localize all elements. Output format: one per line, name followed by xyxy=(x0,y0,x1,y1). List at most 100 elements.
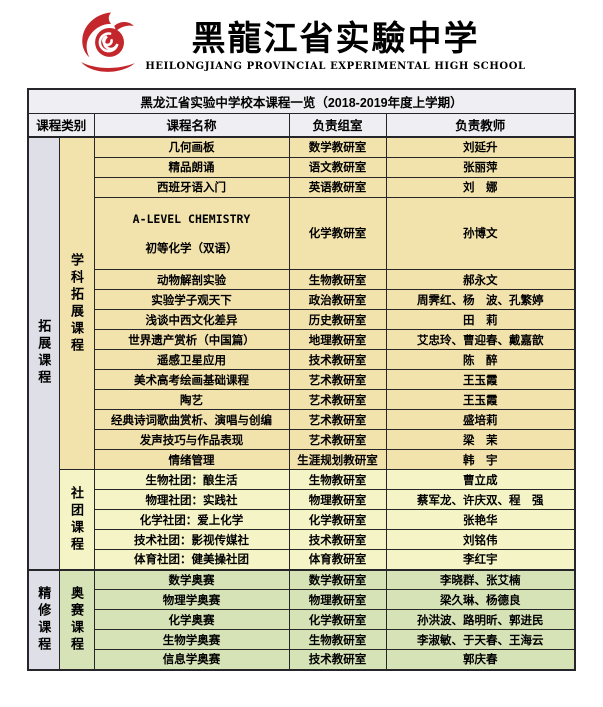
course-name-cell: 实验学子观天下 xyxy=(93,289,290,311)
course-name-cell: 遥感卫星应用 xyxy=(93,349,290,371)
table-row: 实验学子观天下 政治教研室 周霁红、杨 波、孔繁婷 xyxy=(28,289,576,311)
teachers-cell: 孙洪波、路明昕、郭进民 xyxy=(385,609,576,631)
teachers-cell: 孙博文 xyxy=(385,196,576,271)
table-row: 情绪管理 生涯规划教研室 韩 宇 xyxy=(28,449,576,471)
column-header-category: 课程类别 xyxy=(27,112,95,138)
column-header-office: 负责组室 xyxy=(288,112,387,138)
table-row: 技术社团：影视传媒社 技术教研室 刘铭伟 xyxy=(28,529,576,551)
office-cell: 化学教研室 xyxy=(288,196,387,271)
teachers-cell: 刘延升 xyxy=(385,136,576,158)
table-row: 信息学奥赛 技术教研室 郭庆春 xyxy=(28,649,576,671)
teachers-cell: 李淑敏、于天春、王海云 xyxy=(385,629,576,651)
table-row: 西班牙语入门 英语教研室 刘 娜 xyxy=(28,176,576,198)
table-row: 动物解剖实验 生物教研室 郝永文 xyxy=(28,269,576,291)
table-row: 生物学奥赛 生物教研室 李淑敏、于天春、王海云 xyxy=(28,629,576,651)
course-name-cell: 信息学奥赛 xyxy=(93,649,290,671)
table-row: 拓展课程 学科拓展课程 几何画板 数学教研室 刘延升 xyxy=(27,136,576,571)
table-row: 社团课程 生物社团：酿生活 生物教研室 曹立成 xyxy=(28,469,576,571)
teachers-cell: 郭庆春 xyxy=(385,649,576,671)
office-cell: 生物教研室 xyxy=(288,469,387,491)
teachers-cell: 刘铭伟 xyxy=(385,529,576,551)
office-cell: 艺术教研室 xyxy=(288,409,387,431)
office-cell: 物理教研室 xyxy=(288,589,387,611)
category-cell-intensive: 精修课程 xyxy=(27,568,60,671)
category-cell-expand: 拓展课程 xyxy=(27,136,60,571)
table-row: 物理学奥赛 物理教研室 梁久琳、杨德良 xyxy=(28,589,576,611)
school-banner: 黑龍江省实驗中学 HEILONGJIANG PROVINCIAL EXPERIM… xyxy=(0,6,603,84)
course-name-cell: 化学奥赛 xyxy=(93,609,290,631)
course-name-cell: 浅谈中西文化差异 xyxy=(93,309,290,331)
office-cell: 艺术教研室 xyxy=(288,389,387,411)
teachers-cell: 田 莉 xyxy=(385,309,576,331)
teachers-cell: 梁 茉 xyxy=(385,429,576,451)
course-name-cell: 精品朗诵 xyxy=(93,156,290,178)
table-header-row: 课程类别 课程名称 负责组室 负责教师 xyxy=(27,112,576,138)
course-name-cell: 发声技巧与作品表现 xyxy=(93,429,290,451)
table-title: 黑龙江省实验中学校本课程一览（2018-2019年度上学期） xyxy=(27,88,576,114)
office-cell: 语文教研室 xyxy=(288,156,387,178)
teachers-cell: 韩 宇 xyxy=(385,449,576,471)
teachers-cell: 王玉霞 xyxy=(385,389,576,411)
teachers-cell: 刘 娜 xyxy=(385,176,576,198)
course-name-cell: 陶艺 xyxy=(93,389,290,411)
course-name-cell: 体育社团：健美操社团 xyxy=(93,549,290,571)
course-name-cell: 技术社团：影视传媒社 xyxy=(93,529,290,551)
table-title-row: 黑龙江省实验中学校本课程一览（2018-2019年度上学期） xyxy=(27,88,576,114)
course-name-cell: A-LEVEL CHEMISTRY 初等化学（双语） xyxy=(93,196,290,271)
curriculum-table: 黑龙江省实验中学校本课程一览（2018-2019年度上学期） 课程类别 课程名称… xyxy=(27,88,576,671)
table-row: 化学社团：爱上化学 化学教研室 张艳华 xyxy=(28,509,576,531)
office-cell: 政治教研室 xyxy=(288,289,387,311)
table-row: 发声技巧与作品表现 艺术教研室 梁 茉 xyxy=(28,429,576,451)
office-cell: 艺术教研室 xyxy=(288,429,387,451)
teachers-cell: 陈 醉 xyxy=(385,349,576,371)
table-row: 世界遗产赏析（中国篇） 地理教研室 艾忠玲、曹迎春、戴嘉歆 xyxy=(28,329,576,351)
teachers-cell: 梁久琳、杨德良 xyxy=(385,589,576,611)
course-name-cell: 化学社团：爱上化学 xyxy=(93,509,290,531)
office-cell: 体育教研室 xyxy=(288,549,387,571)
column-header-course: 课程名称 xyxy=(93,112,290,138)
course-name-cell: 情绪管理 xyxy=(93,449,290,471)
school-name-en: HEILONGJIANG PROVINCIAL EXPERIMENTAL HIG… xyxy=(145,60,526,72)
office-cell: 英语教研室 xyxy=(288,176,387,198)
teachers-cell: 李晓群、张艾楠 xyxy=(385,568,576,591)
teachers-cell: 周霁红、杨 波、孔繁婷 xyxy=(385,289,576,311)
table-row: 经典诗词歌曲赏析、演唱与创编 艺术教研室 盛培莉 xyxy=(28,409,576,431)
teachers-cell: 曹立成 xyxy=(385,469,576,491)
table-row: 物理社团：实践社 物理教研室 蔡军龙、许庆双、程 强 xyxy=(28,489,576,511)
teachers-cell: 蔡军龙、许庆双、程 强 xyxy=(385,489,576,511)
course-name-cell: 动物解剖实验 xyxy=(93,269,290,291)
teachers-cell: 盛培莉 xyxy=(385,409,576,431)
category-cell-olympiad: 奥赛课程 xyxy=(58,568,95,671)
table-row: A-LEVEL CHEMISTRY 初等化学（双语） 化学教研室 孙博文 xyxy=(28,196,576,271)
course-name-cell: 生物学奥赛 xyxy=(93,629,290,651)
table-row: 浅谈中西文化差异 历史教研室 田 莉 xyxy=(28,309,576,331)
table-row: 精品朗诵 语文教研室 张丽萍 xyxy=(28,156,576,178)
course-name-cell: 物理学奥赛 xyxy=(93,589,290,611)
teachers-cell: 王玉霞 xyxy=(385,369,576,391)
course-name-line1: A-LEVEL CHEMISTRY xyxy=(132,211,251,226)
table-row: 遥感卫星应用 技术教研室 陈 醉 xyxy=(28,349,576,371)
course-name-cell: 经典诗词歌曲赏析、演唱与创编 xyxy=(93,409,290,431)
office-cell: 物理教研室 xyxy=(288,489,387,511)
school-name-cn: 黑龍江省实驗中学 xyxy=(191,18,480,59)
office-cell: 技术教研室 xyxy=(288,649,387,671)
course-name-cell: 美术高考绘画基础课程 xyxy=(93,369,290,391)
category-cell-subject-expand: 学科拓展课程 xyxy=(58,136,95,471)
course-name-cell: 数学奥赛 xyxy=(93,568,290,591)
school-logo-icon xyxy=(81,12,136,72)
office-cell: 化学教研室 xyxy=(288,609,387,631)
teachers-cell: 郝永文 xyxy=(385,269,576,291)
column-header-teacher: 负责教师 xyxy=(385,112,576,138)
table-row: 体育社团：健美操社团 体育教研室 李红宇 xyxy=(28,549,576,571)
course-name-cell: 几何画板 xyxy=(93,136,290,158)
table-row: 精修课程 奥赛课程 数学奥赛 数学教研室 李晓群、张艾楠 xyxy=(27,568,576,671)
office-cell: 生物教研室 xyxy=(288,269,387,291)
teachers-cell: 张艳华 xyxy=(385,509,576,531)
office-cell: 技术教研室 xyxy=(288,529,387,551)
office-cell: 艺术教研室 xyxy=(288,369,387,391)
category-cell-club: 社团课程 xyxy=(58,469,95,571)
table-row: 陶艺 艺术教研室 王玉霞 xyxy=(28,389,576,411)
teachers-cell: 艾忠玲、曹迎春、戴嘉歆 xyxy=(385,329,576,351)
course-name-cell: 生物社团：酿生活 xyxy=(93,469,290,491)
office-cell: 化学教研室 xyxy=(288,509,387,531)
